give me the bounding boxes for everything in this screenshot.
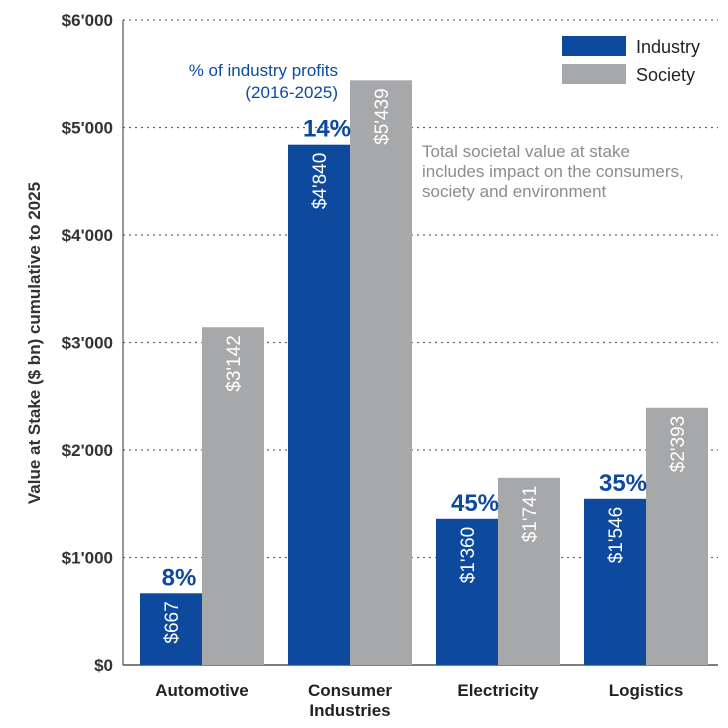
bar-value-label: $4'840	[310, 153, 331, 209]
bar-value-label: $3'142	[224, 335, 245, 391]
legend-swatch-society	[562, 64, 626, 84]
y-tick-label: $3'000	[62, 334, 113, 353]
category-label: Automotive	[155, 681, 249, 700]
bar-society	[350, 80, 412, 666]
industry-profit-pct: 35%	[599, 470, 647, 497]
bar-value-label: $1'546	[606, 507, 627, 563]
y-axis-label: Value at Stake ($ bn) cumulative to 2025	[25, 182, 44, 504]
note-line-3: society and environment	[422, 182, 607, 201]
bar-industry	[436, 518, 498, 665]
industry-profit-pct: 8%	[162, 564, 197, 591]
bar-value-label: $667	[162, 601, 183, 643]
legend: Industry Society	[562, 36, 700, 85]
y-tick-label: $0	[94, 656, 113, 675]
bar-value-label: $2'393	[668, 416, 689, 472]
y-tick-label: $6'000	[62, 11, 113, 30]
legend-swatch-industry	[562, 36, 626, 56]
bar-society	[498, 477, 560, 665]
note-line-2: includes impact on the consumers,	[422, 162, 684, 181]
pct-title-line-1: % of industry profits	[189, 61, 338, 80]
industry-profit-pct: 45%	[451, 490, 499, 517]
category-label: Logistics	[609, 681, 684, 700]
category-label: Electricity	[457, 681, 539, 700]
bar-society	[202, 327, 264, 665]
bar-industry	[140, 593, 202, 665]
y-tick-label: $4'000	[62, 226, 113, 245]
bar-industry	[288, 144, 350, 665]
pct-title-line-2: (2016-2025)	[245, 83, 338, 102]
societal-note: Total societal value at stake includes i…	[422, 142, 684, 201]
category-label: Industries	[309, 701, 390, 720]
y-axis-ticks: $0 $1'000 $2'000 $3'000 $4'000 $5'000 $6'000	[62, 11, 113, 675]
bar-value-label: $5'439	[372, 88, 393, 144]
bar-value-label: $1'360	[458, 527, 479, 583]
y-tick-label: $2'000	[62, 441, 113, 460]
category-label: Consumer	[308, 681, 392, 700]
bar-value-label: $1'741	[520, 486, 541, 542]
bar-industry	[584, 498, 646, 665]
y-tick-label: $1'000	[62, 549, 113, 568]
bar-society	[646, 407, 708, 665]
data-labels: $667 $3'142 8% $4'840 $5'439 14% $1'360 $1'741 4…	[162, 88, 689, 643]
legend-label-industry: Industry	[636, 37, 700, 57]
industry-profit-pct: 14%	[303, 116, 351, 143]
y-tick-label: $5'000	[62, 119, 113, 138]
pct-title: % of industry profits (2016-2025)	[189, 61, 338, 102]
bars	[140, 80, 708, 666]
legend-label-society: Society	[636, 65, 695, 85]
note-line-1: Total societal value at stake	[422, 142, 630, 161]
